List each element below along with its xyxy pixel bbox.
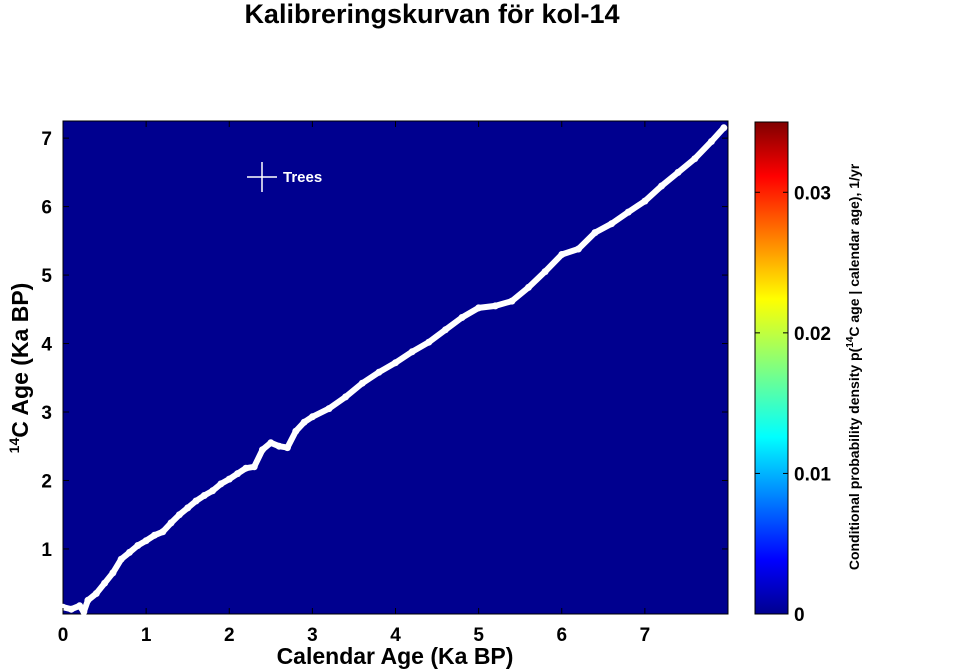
data-point: [441, 326, 449, 334]
data-point: [242, 464, 250, 472]
y-axis-label: 14C Age (Ka BP): [6, 283, 33, 454]
data-point: [425, 338, 433, 346]
colorbar-tick-label: 0.03: [794, 183, 831, 204]
data-point: [217, 480, 225, 488]
data-point: [84, 596, 92, 604]
data-point: [558, 251, 566, 258]
data-point: [408, 348, 416, 356]
y-tick-label: 1: [41, 540, 52, 561]
legend: Trees: [247, 162, 322, 192]
data-point: [126, 548, 133, 556]
y-tick-label: 5: [41, 266, 52, 287]
data-point: [641, 197, 649, 205]
data-point: [308, 413, 316, 421]
x-tick-label: 2: [224, 625, 235, 646]
data-point: [458, 314, 466, 321]
x-tick-label: 4: [390, 625, 401, 646]
data-point: [392, 359, 399, 367]
data-point: [342, 393, 350, 401]
data-point: [80, 608, 88, 616]
data-point: [67, 605, 75, 613]
y-axis-label-main: C Age (Ka BP): [7, 283, 33, 438]
colorbar-label-super: 14: [845, 336, 856, 348]
data-point: [375, 368, 383, 376]
data-point: [59, 603, 67, 611]
data-point: [175, 511, 183, 519]
colorbar-axis: 0 0.01 0.02 0.03: [755, 183, 831, 626]
data-point: [167, 519, 175, 527]
data-point: [707, 138, 715, 145]
y-axis-label-super: 14: [6, 438, 22, 454]
data-point: [720, 124, 728, 132]
data-point: [591, 229, 599, 237]
colorbar-tick-label: 0.02: [794, 324, 831, 345]
data-point: [574, 245, 582, 253]
data-point: [209, 487, 217, 495]
data-point: [200, 492, 208, 499]
x-tick-label: 5: [473, 625, 484, 646]
data-point: [508, 297, 516, 305]
data-point: [358, 379, 366, 387]
data-point: [541, 268, 549, 276]
data-point: [76, 602, 84, 610]
data-point: [101, 579, 109, 587]
data-point: [225, 475, 233, 483]
colorbar-tick-label: 0.01: [794, 464, 831, 485]
colorbar-tick-label: 0: [794, 605, 805, 626]
x-tick-label: 0: [58, 625, 69, 646]
data-point: [608, 220, 616, 228]
data-point: [117, 555, 125, 563]
calibration-curve: [59, 124, 728, 616]
x-tick-label: 3: [307, 625, 318, 646]
data-point: [292, 427, 300, 435]
y-tick-label: 2: [41, 471, 52, 492]
data-point: [275, 442, 283, 450]
y-tick-label: 7: [41, 129, 52, 150]
y-axis: 1 2 3 4 5 6 7: [41, 129, 728, 561]
data-point: [134, 542, 142, 549]
data-point: [150, 531, 158, 539]
x-axis: 0 1 2 3 4 5 6 7: [58, 121, 650, 646]
data-point: [267, 439, 275, 447]
colorbar-label-suffix: C age | calendar age), 1/yr: [846, 163, 862, 336]
plot-area: [62, 120, 729, 615]
colorbar: [754, 121, 789, 615]
data-point: [674, 168, 682, 176]
legend-label: Trees: [283, 169, 322, 186]
x-tick-label: 6: [556, 625, 567, 646]
data-point: [109, 569, 117, 577]
y-tick-label: 6: [41, 198, 52, 219]
data-point: [159, 528, 167, 536]
data-point: [491, 302, 499, 310]
data-point: [184, 504, 192, 512]
data-point: [325, 405, 333, 413]
x-axis-label: Calendar Age (Ka BP): [277, 643, 514, 669]
y-tick-label: 3: [41, 403, 52, 424]
data-point: [250, 463, 258, 471]
y-tick-label: 4: [41, 335, 52, 356]
data-point: [92, 590, 100, 597]
x-tick-label: 7: [640, 625, 651, 646]
data-point: [300, 418, 308, 426]
data-point: [283, 444, 291, 452]
data-point: [259, 446, 266, 454]
data-point: [525, 283, 532, 291]
data-point: [142, 537, 150, 545]
data-point: [234, 470, 242, 478]
data-point: [475, 304, 483, 312]
data-point: [691, 155, 699, 163]
colorbar-label-prefix: Conditional probability density p(: [846, 347, 862, 570]
data-point: [624, 208, 632, 216]
data-point: [192, 497, 200, 505]
x-tick-label: 1: [141, 625, 152, 646]
colorbar-label: Conditional probability density p(14C ag…: [845, 163, 862, 570]
data-point: [658, 182, 665, 190]
chart-title: Kalibreringskurvan för kol-14: [244, 0, 619, 29]
